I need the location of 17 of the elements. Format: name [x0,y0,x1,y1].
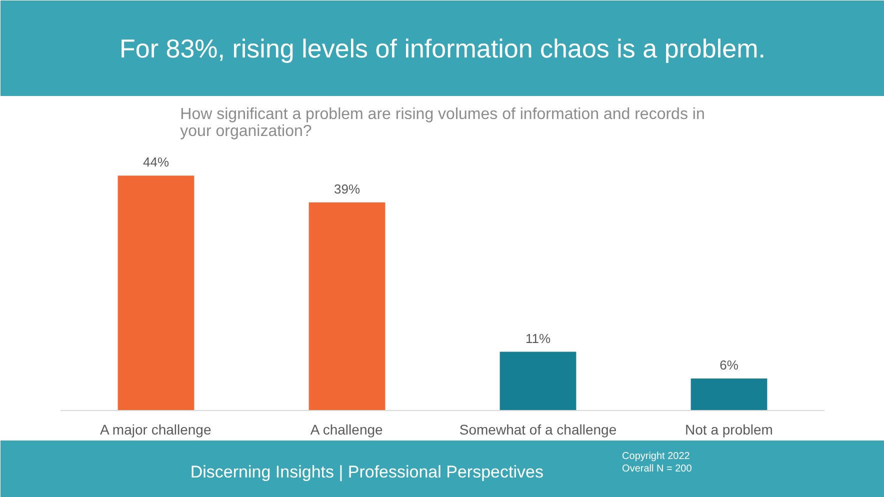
chart-subtitle: How significant a problem are rising volumes of information and records in your organization? [180,106,705,140]
data-label: 11% [525,330,551,346]
data-label: 44% [142,154,170,170]
data-label: 6% [720,357,739,372]
bar [308,202,386,410]
data-label: 39% [334,181,360,196]
x-tick-label: Somewhat of a challenge [459,422,617,438]
bar [690,378,768,410]
text: Discerning Insights | Professional Perspectives [190,462,544,482]
bar [500,352,576,410]
x-tick-label: Not a problem [685,422,773,438]
text: Copyright 2022 [622,450,690,462]
text: Overall N = 200 [622,464,692,474]
chart-title: For 83%, rising levels of information chaos is a problem. [120,34,766,64]
x-tick-label: A challenge [310,422,384,438]
bar [118,176,194,410]
x-tick-label: A major challenge [100,422,212,438]
